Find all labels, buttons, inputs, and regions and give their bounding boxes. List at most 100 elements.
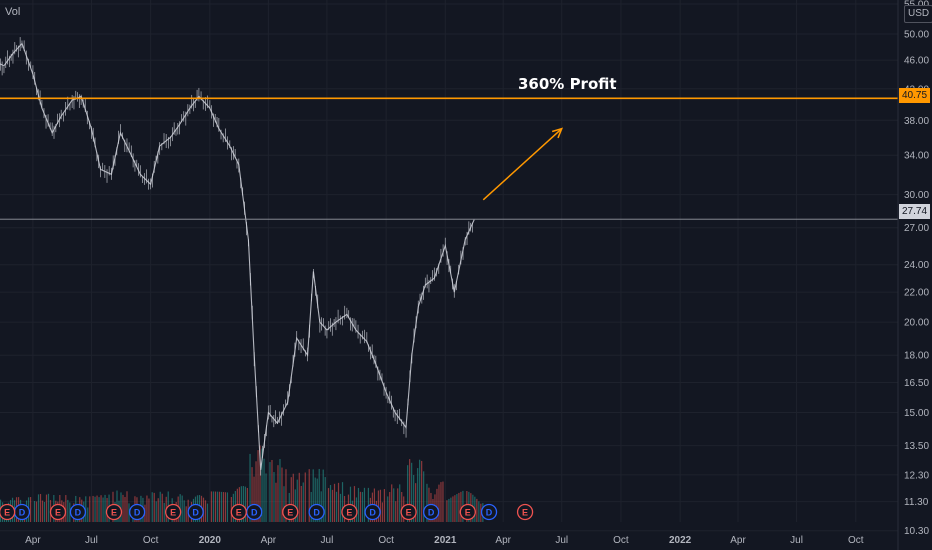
dividend-marker-circle	[128, 503, 146, 521]
x-tick-label: Oct	[143, 535, 159, 546]
x-tick-label: Apr	[25, 535, 41, 546]
volume-bar	[456, 494, 458, 522]
volume-bar	[271, 459, 273, 522]
y-tick-label: 10.30	[904, 526, 929, 537]
dividend-marker-circle	[364, 503, 381, 521]
earnings-marker-circle	[341, 503, 358, 521]
earnings-marker-circle	[165, 503, 182, 521]
volume-bar	[214, 491, 217, 522]
y-tick-label: 24.00	[904, 260, 929, 271]
x-tick-label: Jul	[321, 535, 334, 546]
y-tick-label: 16.50	[904, 378, 929, 389]
x-tick-label: Oct	[378, 535, 394, 546]
volume-bar	[163, 502, 165, 522]
earnings-marker-label: E	[111, 508, 117, 518]
y-tick-label: 15.00	[904, 408, 929, 419]
volume-bar	[458, 492, 460, 522]
volume-bar	[67, 499, 69, 522]
volume-bar	[296, 479, 298, 522]
volume-bar	[480, 503, 482, 522]
earnings-marker-circle	[0, 503, 16, 521]
volume-bar	[316, 478, 318, 522]
volume-bar	[341, 482, 344, 522]
earnings-marker-label: E	[170, 508, 176, 518]
volume-bar	[426, 483, 428, 522]
volume-bar	[124, 497, 126, 522]
volume-bar	[478, 501, 480, 522]
volume-bar	[220, 491, 223, 522]
volume-bar	[331, 489, 334, 522]
volume-bar	[446, 500, 448, 522]
volume-bar	[151, 492, 153, 522]
y-tick-label: 27.00	[904, 223, 929, 234]
volume-bar	[206, 503, 209, 522]
volume-bar	[85, 496, 87, 522]
volume-bar	[436, 488, 438, 522]
volume-bar	[120, 492, 122, 522]
volume-bar	[399, 484, 401, 522]
projection-arrowhead	[551, 127, 564, 139]
earnings-marker-label: E	[236, 508, 242, 518]
earnings-marker-circle	[282, 503, 299, 521]
volume-bar	[415, 483, 417, 522]
volume-bar	[417, 468, 419, 522]
volume-bar	[155, 501, 157, 522]
volume-bar	[218, 491, 221, 522]
volume-bar	[224, 492, 227, 522]
y-tick-label: 18.00	[904, 351, 929, 362]
volume-bar	[159, 491, 161, 522]
volume-bar	[37, 494, 40, 522]
volume-bar	[367, 487, 370, 522]
volume-bar	[304, 472, 306, 522]
dividend-marker-label: D	[134, 508, 141, 518]
volume-bar	[122, 494, 124, 522]
volume-bar	[452, 496, 454, 522]
volume-bar	[357, 487, 360, 522]
volume-bar	[279, 459, 281, 522]
dividend-marker-label: D	[369, 508, 376, 518]
volume-bar	[153, 492, 155, 522]
volume-bar	[216, 491, 219, 522]
volume-bar	[298, 472, 300, 522]
volume-bar	[65, 495, 67, 522]
dividend-marker-label: D	[313, 508, 320, 518]
last-price-tag: 27.74	[899, 204, 931, 219]
currency-badge[interactable]: USD	[904, 5, 932, 23]
volume-bar	[337, 482, 340, 522]
volume-bar	[277, 465, 279, 522]
price-series	[0, 37, 475, 476]
volume-bar	[242, 486, 244, 522]
volume-bar	[255, 461, 257, 522]
x-tick-label: Apr	[495, 535, 511, 546]
earnings-marker-circle	[49, 503, 67, 521]
projection-line	[482, 128, 563, 201]
price-levels	[0, 97, 898, 220]
volume-bar	[92, 495, 94, 522]
earnings-marker-label: E	[287, 508, 293, 518]
x-tick-label: 2021	[434, 535, 457, 546]
volume-bar	[146, 495, 148, 522]
volume-bar	[318, 468, 320, 522]
volume-bar	[222, 492, 225, 522]
volume-bar	[300, 485, 302, 522]
volume-bar	[314, 477, 316, 522]
volume-bar	[181, 495, 183, 522]
volume-bar	[409, 459, 411, 522]
volume-bar	[94, 496, 96, 522]
earnings-marker-label: E	[465, 508, 471, 518]
volume-bar	[281, 467, 283, 522]
volume-bar	[353, 486, 356, 522]
earnings-marker-label: E	[406, 508, 412, 518]
dividend-marker-circle	[422, 503, 440, 521]
earnings-marker-label: E	[4, 508, 10, 518]
earnings-marker-circle	[459, 503, 476, 521]
volume-bar	[379, 489, 382, 522]
dividend-marker-circle	[187, 503, 204, 521]
volume-bar	[383, 489, 386, 522]
volume-bar	[411, 462, 413, 522]
volume-bar	[128, 503, 130, 522]
y-tick-label: 11.30	[904, 497, 929, 508]
volume-bar	[413, 475, 415, 522]
volume-bar	[41, 500, 44, 522]
